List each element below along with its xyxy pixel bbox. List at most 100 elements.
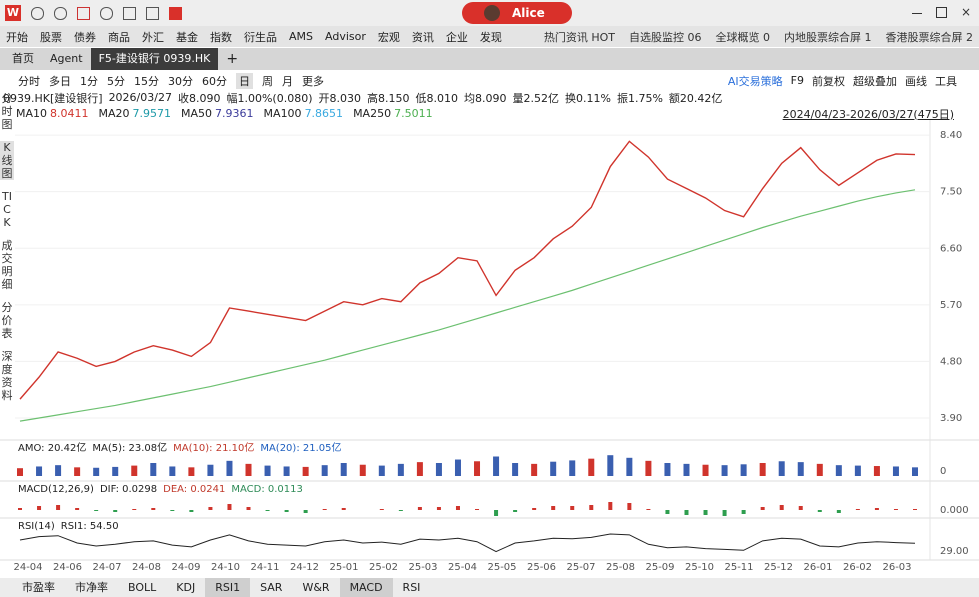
volume-bar — [321, 465, 328, 476]
menu-item[interactable]: AMS — [289, 30, 313, 43]
menu-right-item[interactable]: 全球概览 0 — [715, 30, 771, 44]
tool[interactable]: F9 — [790, 74, 804, 87]
add-tab[interactable]: + — [226, 51, 239, 67]
icon[interactable] — [54, 6, 67, 20]
period[interactable]: 日 — [236, 72, 253, 89]
menu-right: 热门资讯 HOT 自选股监控 06 全球概览 0 内地股票综合屏 1 香港股票综合屏 2 — [530, 26, 973, 47]
volume-bar — [150, 463, 157, 476]
tab[interactable]: 首页 — [12, 52, 34, 65]
menu-item[interactable]: 资讯 — [411, 30, 434, 44]
user-badge[interactable]: Alice — [462, 2, 572, 24]
menu-item[interactable]: 指数 — [210, 30, 232, 44]
x-tick-label: 25-03 — [408, 562, 437, 573]
macd-bar — [170, 510, 175, 511]
app-logo[interactable]: W — [5, 5, 21, 21]
period[interactable]: 1分 — [80, 74, 98, 88]
volume-bar — [664, 463, 671, 476]
quote-bar: 0939.HK[建设银行] 2026/03/27 收8.090 幅1.00%(0.08… — [0, 90, 979, 105]
side-tab[interactable]: K线图 — [0, 141, 14, 180]
amo-tick: 0 — [940, 466, 946, 477]
icon[interactable] — [31, 6, 44, 20]
period[interactable]: 周 — [262, 74, 273, 88]
macd-bar — [94, 510, 99, 511]
side-tab[interactable]: 分时图 — [1, 92, 13, 131]
indicator-tab[interactable]: KDJ — [176, 581, 196, 594]
indicator-tab[interactable]: MACD — [339, 578, 393, 597]
macd-bar — [246, 507, 251, 510]
menu-item[interactable]: 开始 — [6, 30, 28, 44]
y-tick-label: 6.60 — [940, 243, 962, 254]
menu-right-item[interactable]: 香港股票综合屏 2 — [885, 30, 974, 44]
period[interactable]: 15分 — [134, 74, 159, 88]
period[interactable]: 分时 — [18, 74, 40, 88]
menu-item[interactable]: 发现 — [479, 30, 502, 44]
menu-item[interactable]: 宏观 — [377, 30, 400, 44]
side-tab[interactable]: 深度资料 — [1, 350, 13, 402]
menu-right-item[interactable]: 内地股票综合屏 1 — [784, 30, 872, 44]
indicator-tab[interactable]: BOLL — [128, 581, 157, 594]
menu-item[interactable]: 债券 — [74, 30, 96, 44]
menu-item[interactable]: 股票 — [40, 30, 62, 44]
close[interactable]: × — [961, 5, 972, 19]
y-tick-label: 4.80 — [940, 356, 962, 367]
period[interactable]: 60分 — [202, 74, 227, 88]
macd-bar — [874, 508, 879, 510]
indicator-tab[interactable]: 市盈率 — [22, 581, 55, 594]
macd-bar — [570, 506, 575, 510]
side-tab[interactable]: 成交明细 — [1, 239, 13, 291]
macd-bar — [132, 509, 137, 510]
menu-item[interactable]: 企业 — [445, 30, 468, 44]
volume-bar — [683, 463, 690, 476]
indicator-tab[interactable]: 市净率 — [75, 581, 108, 594]
icon[interactable] — [100, 6, 113, 20]
macd-bar — [18, 508, 22, 510]
x-tick-label: 25-08 — [606, 562, 635, 573]
period[interactable]: 更多 — [302, 74, 324, 88]
quote-field: 高8.150 — [367, 91, 410, 105]
x-tick-label: 24-06 — [53, 562, 82, 573]
price-line — [19, 140, 916, 400]
side-tab[interactable]: TICK — [2, 190, 12, 229]
indicator-tab[interactable]: RSI — [402, 581, 421, 594]
macd-bar — [703, 510, 708, 515]
macd-bar — [836, 510, 841, 513]
menu-right-item[interactable]: 热门资讯 HOT — [543, 30, 615, 44]
indicator-tab[interactable]: SAR — [260, 581, 283, 594]
ma-value: 7.9361 — [215, 107, 254, 120]
tab[interactable]: Agent — [50, 52, 83, 65]
period[interactable]: 5分 — [107, 74, 125, 88]
tool[interactable]: 画线 — [905, 74, 927, 88]
period[interactable]: 多日 — [49, 74, 71, 88]
tool[interactable]: AI交易策略 — [727, 74, 783, 88]
macd-bar — [855, 509, 860, 510]
tab[interactable]: F5-建设银行 0939.HK — [90, 48, 219, 70]
ma-value: 7.5011 — [394, 107, 433, 120]
macd-bar — [665, 510, 670, 514]
tool[interactable]: 工具 — [935, 74, 957, 88]
menu-right-item[interactable]: 自选股监控 06 — [629, 30, 702, 44]
tool[interactable]: 前复权 — [812, 74, 845, 88]
side-tab[interactable]: 分价表 — [1, 301, 13, 340]
minimize[interactable] — [912, 13, 922, 14]
restore[interactable] — [936, 7, 947, 18]
indicator-tab[interactable]: W&R — [302, 581, 330, 594]
period[interactable]: 30分 — [168, 74, 193, 88]
icon[interactable] — [77, 6, 90, 20]
indicator-tab[interactable]: RSI1 — [205, 578, 251, 597]
rsi-label: RSI(14) — [18, 521, 55, 532]
ma-label: MA10 — [16, 107, 48, 120]
menu-item[interactable]: 基金 — [176, 30, 198, 44]
icon[interactable] — [123, 6, 136, 20]
indicator-tabs: 市盈率 市净率 BOLL KDJ RSI1 SAR W&R MACD RSI — [0, 578, 979, 597]
icon[interactable] — [146, 6, 159, 20]
macd-bar — [151, 508, 156, 510]
icon[interactable] — [169, 6, 182, 20]
tool[interactable]: 超级叠加 — [853, 74, 897, 88]
volume-bar — [340, 463, 347, 476]
menu-item[interactable]: 外汇 — [142, 30, 164, 44]
x-tick-label: 25-10 — [685, 562, 714, 573]
menu-item[interactable]: 衍生品 — [244, 30, 277, 44]
period[interactable]: 月 — [282, 74, 293, 88]
menu-item[interactable]: Advisor — [325, 30, 366, 43]
menu-item[interactable]: 商品 — [108, 30, 130, 44]
